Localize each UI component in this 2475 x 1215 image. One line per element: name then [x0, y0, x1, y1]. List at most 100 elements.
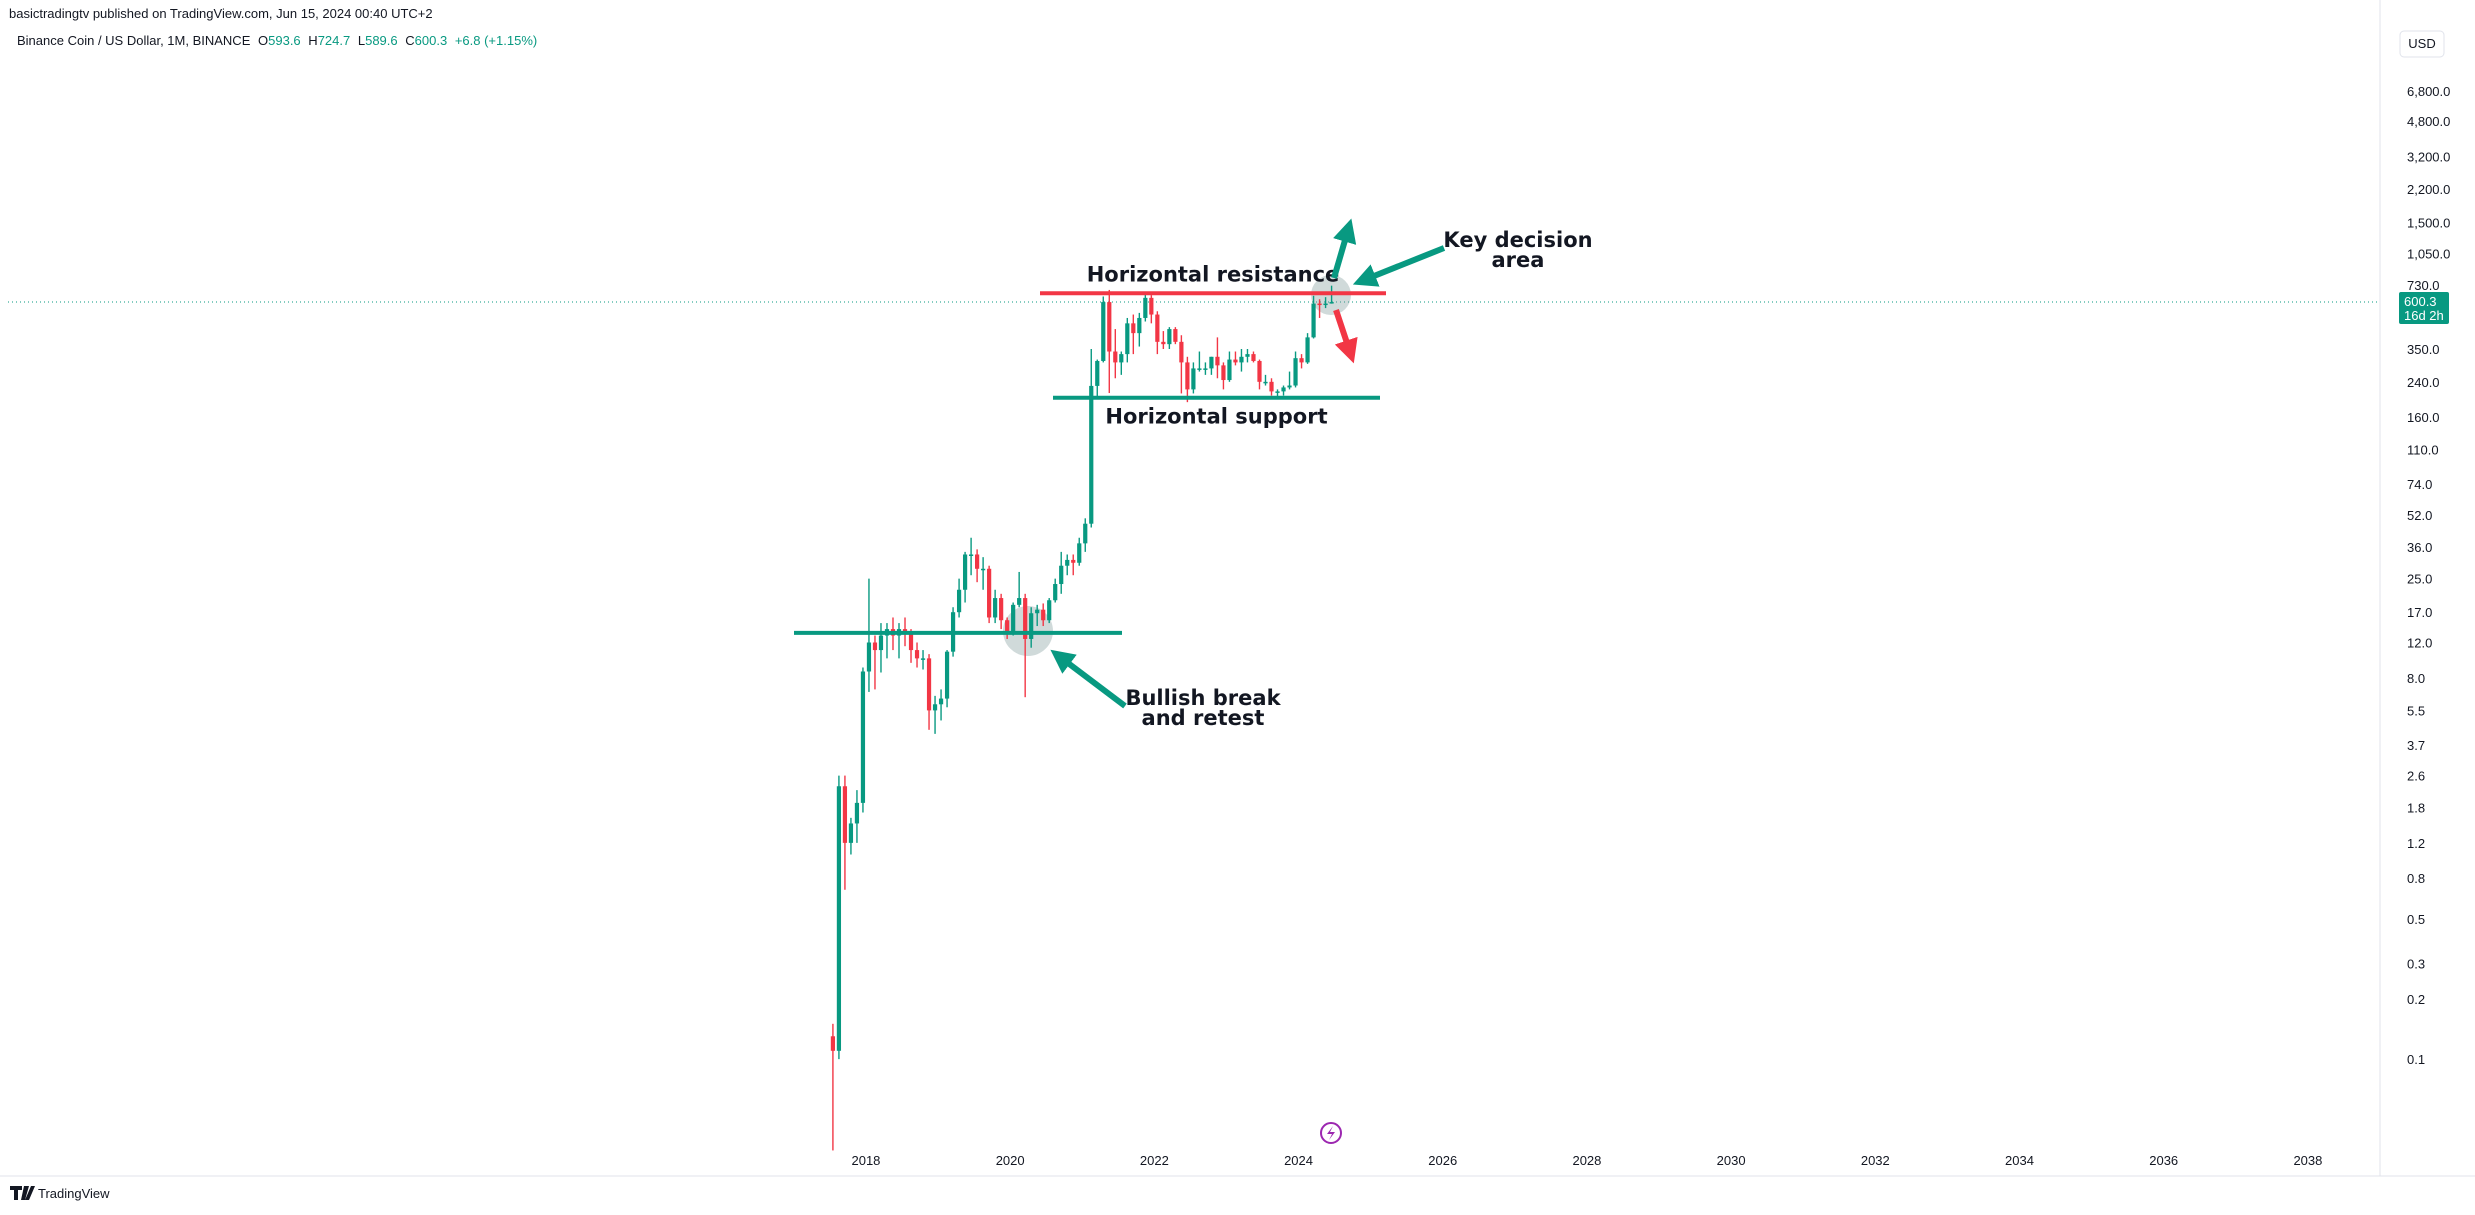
y-tick-label: 0.5 — [2407, 912, 2425, 927]
candle-body — [1149, 297, 1154, 315]
candle-body — [1203, 368, 1208, 370]
candle-body — [920, 658, 926, 660]
y-tick-label: 0.2 — [2407, 992, 2425, 1007]
y-tick-label: 8.0 — [2407, 671, 2425, 686]
y-tick-label: 3.7 — [2407, 738, 2425, 753]
candle-body — [1047, 600, 1052, 621]
ohlc-value: 593.6 — [268, 33, 301, 48]
symbol: Binance Coin / US Dollar, 1M, BINANCE — [17, 33, 251, 48]
y-tick-label: 2.6 — [2407, 769, 2425, 784]
candle-body — [1161, 341, 1166, 345]
candle-body — [848, 823, 854, 843]
candle-body — [1239, 356, 1244, 363]
x-tick-label: 2026 — [1428, 1153, 1457, 1168]
y-tick-label: 0.1 — [2407, 1052, 2425, 1067]
x-tick-label: 2036 — [2149, 1153, 2178, 1168]
candle-body — [1155, 314, 1160, 342]
candle-body — [1083, 523, 1088, 544]
y-tick-label: 12.0 — [2407, 636, 2432, 651]
price-tag-value: 600.3 — [2404, 294, 2437, 309]
candle-body — [1227, 359, 1232, 381]
candle-body — [1137, 317, 1142, 334]
y-tick-label: 1.8 — [2407, 801, 2425, 816]
candle-body — [926, 658, 932, 711]
candle-body — [1101, 302, 1106, 361]
candle-body — [1329, 302, 1334, 304]
level-label: Horizontal support — [1105, 405, 1327, 429]
y-tick-label: 350.0 — [2407, 342, 2440, 357]
candle-body — [1179, 341, 1184, 363]
candle-body — [1173, 329, 1178, 342]
candle-body — [1257, 360, 1262, 382]
candle-body — [1005, 620, 1010, 631]
y-tick-label: 3,200.0 — [2407, 149, 2450, 164]
candle-body — [1197, 368, 1202, 370]
level-label: Horizontal resistance — [1087, 262, 1340, 286]
note: Key decision — [1443, 228, 1592, 252]
candle-body — [993, 598, 998, 618]
candle-body — [1035, 609, 1040, 614]
candle-body — [1299, 358, 1304, 363]
candle-body — [1017, 598, 1022, 605]
candle-body — [1143, 297, 1148, 318]
candle-body — [1059, 565, 1064, 585]
x-tick-label: 2034 — [2005, 1153, 2034, 1168]
candle-body — [962, 554, 968, 590]
y-tick-label: 0.8 — [2407, 871, 2425, 886]
candle-body — [1065, 559, 1070, 566]
y-tick-label: 36.0 — [2407, 540, 2432, 555]
candle-body — [999, 598, 1004, 621]
candle-body — [1269, 381, 1274, 392]
candle-body — [1125, 323, 1130, 355]
y-tick-label: 5.5 — [2407, 703, 2425, 718]
candle-body — [1305, 337, 1310, 363]
y-tick-label: 74.0 — [2407, 477, 2432, 492]
candle-body — [1113, 351, 1118, 363]
currency: USD — [2408, 36, 2435, 51]
y-tick-label: 110.0 — [2407, 443, 2439, 458]
y-tick-label: 240.0 — [2407, 375, 2440, 390]
candle-body — [1071, 559, 1076, 563]
currency-button[interactable] — [2399, 30, 2445, 58]
candle-body — [1281, 387, 1286, 392]
ohlc-value: 589.6 — [365, 33, 398, 48]
candle-body — [1119, 354, 1124, 363]
note: Bullish break — [1125, 686, 1281, 710]
candle-body — [878, 635, 884, 651]
candle-body — [956, 589, 962, 613]
x-tick-label: 2022 — [1140, 1153, 1169, 1168]
plot-area: Horizontal resistance Horizontal support K… — [8, 218, 2380, 1151]
candle-body — [1287, 385, 1292, 388]
candle-body — [1167, 329, 1172, 345]
candle-body — [914, 650, 920, 659]
y-tick-label: 25.0 — [2407, 572, 2432, 587]
candle-body — [1095, 360, 1100, 386]
x-tick-label: 2038 — [2293, 1153, 2322, 1168]
candle-body — [1323, 303, 1328, 306]
candle-body — [1077, 543, 1082, 563]
candle-body — [1185, 362, 1190, 390]
candle-body — [866, 642, 872, 672]
candle-body — [1293, 358, 1298, 386]
candle-body — [842, 786, 848, 843]
candle-body — [1089, 385, 1094, 524]
events-icon[interactable] — [1320, 1122, 1342, 1144]
note: and retest — [1142, 706, 1265, 730]
ohlc-letter: O — [258, 33, 268, 48]
ohlc-value: 600.3 — [415, 33, 448, 48]
candle-body — [1245, 354, 1250, 357]
candle-body — [981, 568, 986, 571]
candle-body — [1311, 303, 1316, 338]
candle-body — [1251, 354, 1256, 361]
change: +6.8 (+1.15%) — [455, 33, 537, 48]
x-tick-label: 2028 — [1572, 1153, 1601, 1168]
candle-body — [902, 629, 908, 633]
candle-body — [1131, 323, 1136, 334]
x-tick-label: 2024 — [1284, 1153, 1313, 1168]
candle-body — [1233, 359, 1238, 363]
candle-body — [1221, 365, 1226, 381]
y-tick-label: 52.0 — [2407, 508, 2432, 523]
candle-body — [836, 786, 842, 1051]
candle-body — [1023, 598, 1028, 639]
